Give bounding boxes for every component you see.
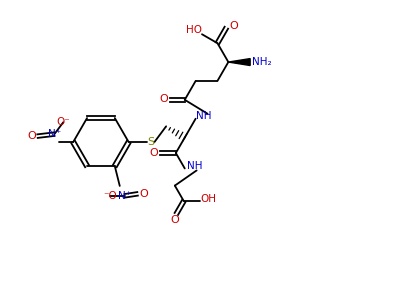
Text: HO: HO xyxy=(186,25,202,35)
Text: O: O xyxy=(170,215,179,225)
Polygon shape xyxy=(228,58,250,65)
Text: O: O xyxy=(139,189,148,199)
Text: O: O xyxy=(160,94,168,104)
Text: O⁻: O⁻ xyxy=(56,117,70,127)
Text: O: O xyxy=(229,21,238,31)
Text: NH: NH xyxy=(187,161,202,172)
Text: O: O xyxy=(27,131,36,141)
Text: O: O xyxy=(150,148,158,158)
Text: NH₂: NH₂ xyxy=(252,57,272,67)
Text: N⁺: N⁺ xyxy=(118,191,131,201)
Text: OH: OH xyxy=(200,194,216,204)
Text: N⁺: N⁺ xyxy=(48,129,61,139)
Text: S: S xyxy=(147,137,154,147)
Text: NH: NH xyxy=(196,111,211,121)
Text: ⁻O: ⁻O xyxy=(103,191,117,201)
